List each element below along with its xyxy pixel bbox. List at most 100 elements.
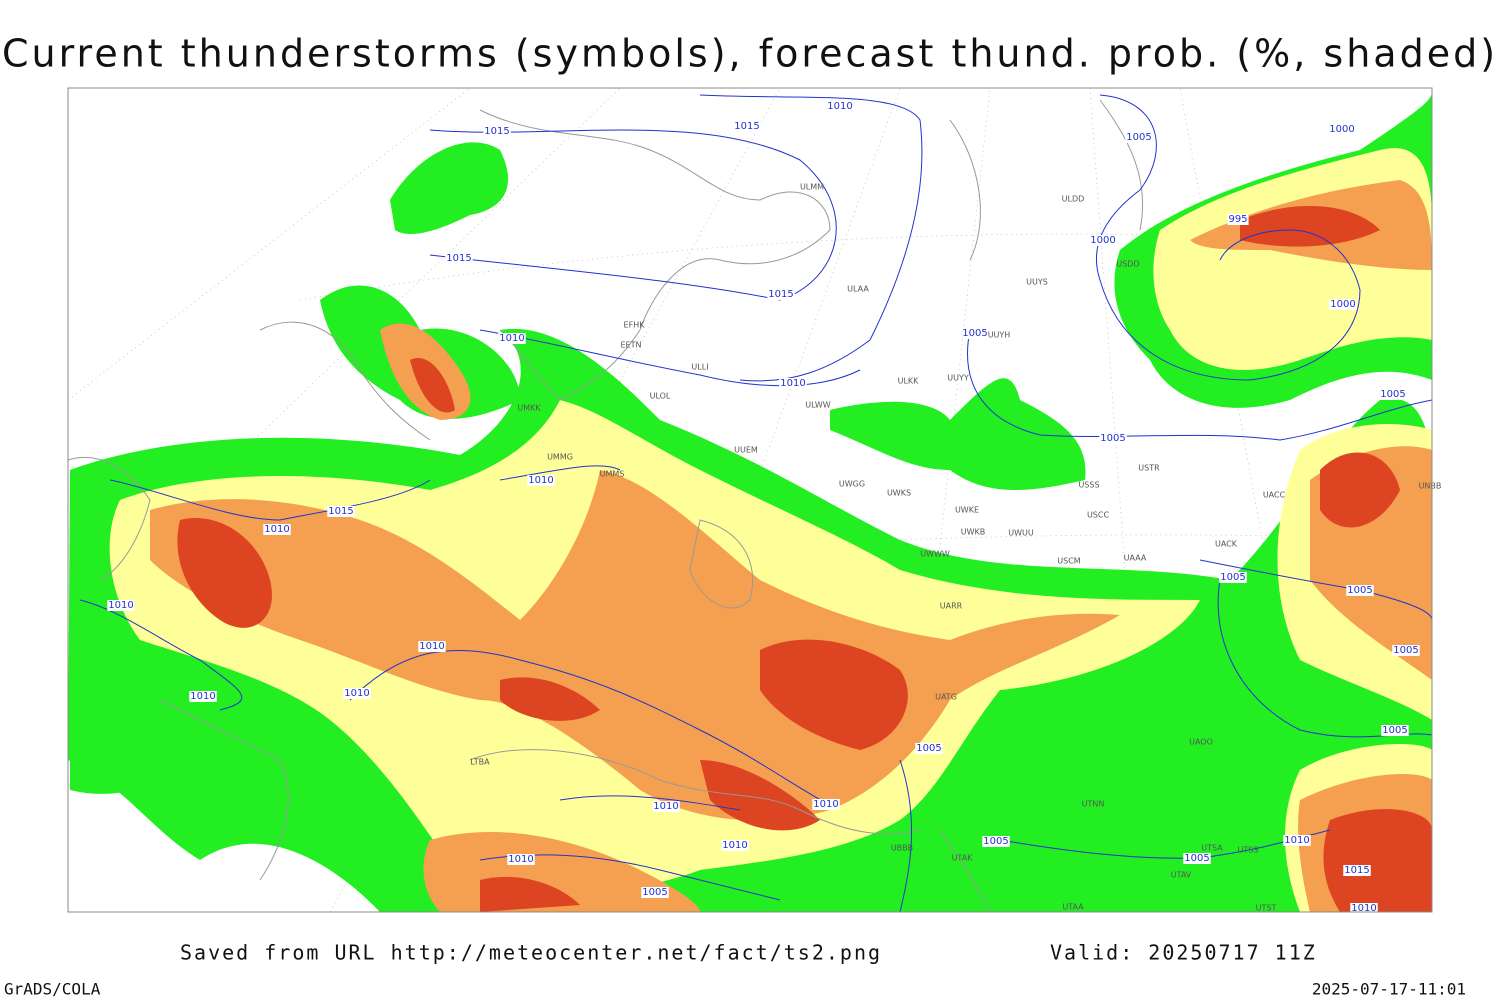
label-bg: [445, 253, 473, 264]
station-label: ULLI: [691, 363, 708, 372]
isobar-label: 1015: [1344, 865, 1369, 876]
station-label: ULWW: [805, 401, 830, 410]
label-bg: [915, 743, 943, 754]
station-label: UBBB: [891, 844, 913, 853]
label-bg: [1089, 235, 1117, 246]
label-bg: [1227, 214, 1249, 225]
station-label: USTR: [1138, 464, 1160, 473]
label-bg: [327, 506, 355, 517]
station-label: ULDD: [1062, 195, 1085, 204]
station-label: UWUU: [1008, 529, 1034, 538]
station-label: UTAK: [952, 854, 974, 863]
station-label: UUYY: [947, 374, 969, 383]
label-bg: [483, 126, 511, 137]
coastlines: [67, 99, 1144, 913]
station-label: UUEM: [734, 446, 758, 455]
label-bg: [779, 378, 807, 389]
valid-time: Valid: 20250717 11Z: [1050, 941, 1317, 965]
isobar-labels: 1015 1015 1010 1005 1000 995 1000 1015 1015 1005 1…: [107, 101, 1420, 914]
isobar-label: 1005: [1382, 725, 1407, 736]
station-label: EFHK: [624, 321, 646, 330]
station-label: LTBA: [470, 758, 490, 767]
label-bg: [812, 799, 840, 810]
station-label: UUYS: [1026, 278, 1048, 287]
title: Current thunderstorms (symbols), forecas…: [2, 32, 1498, 76]
isobar-label: 1010: [1351, 903, 1376, 914]
station-label: ULAA: [847, 285, 869, 294]
station-label: UUYH: [988, 331, 1011, 340]
isobar-label: 1000: [1330, 299, 1355, 310]
isobar-label: 1005: [1220, 572, 1245, 583]
isobar-label: 1005: [1184, 853, 1209, 864]
label-bg: [767, 289, 795, 300]
label-bg: [1392, 645, 1420, 656]
label-bg: [721, 840, 749, 851]
station-label: UTSA: [1201, 844, 1223, 853]
station-label: UWKS: [887, 489, 911, 498]
isobar-label: 1000: [1090, 235, 1115, 246]
station-label: USCM: [1057, 557, 1081, 566]
label-bg: [1329, 299, 1357, 310]
isobar-label: 1005: [1347, 585, 1372, 596]
label-bg: [1350, 903, 1378, 914]
isobar-label: 1015: [484, 126, 509, 137]
label-bg: [1219, 572, 1247, 583]
station-label: UTAA: [1062, 903, 1084, 912]
label-bg: [1125, 132, 1153, 143]
station-label: UTAV: [1171, 871, 1192, 880]
isobar-label: 995: [1228, 214, 1247, 225]
isobar-label: 1010: [1284, 835, 1309, 846]
station-label: UWGG: [839, 480, 865, 489]
label-bg: [1379, 389, 1407, 400]
station-label: UAAA: [1124, 554, 1147, 563]
isobar-label: 1005: [642, 887, 667, 898]
label-bg: [527, 475, 555, 486]
station-label: UTSS: [1238, 846, 1259, 855]
station-label: ULKK: [898, 377, 920, 386]
isobar-label: 1010: [108, 600, 133, 611]
label-bg: [1183, 853, 1211, 864]
station-label: UWKE: [955, 506, 979, 515]
label-bg: [826, 101, 854, 112]
software: GrADS/COLA: [4, 980, 101, 999]
isobar-label: 1015: [328, 506, 353, 517]
shading-red: [177, 206, 1432, 912]
station-label: USSS: [1078, 481, 1099, 490]
source-url: Saved from URL http://meteocenter.net/fa…: [180, 941, 882, 965]
station-label: ULMM: [800, 183, 824, 192]
label-bg: [961, 328, 989, 339]
label-bg: [652, 801, 680, 812]
isobar-label: 1010: [813, 799, 838, 810]
station-label: UMKK: [517, 404, 541, 413]
isobar-label: 1015: [768, 289, 793, 300]
station-label: UMMG: [547, 453, 573, 462]
label-bg: [498, 333, 526, 344]
station-label: UATG: [935, 693, 957, 702]
isobar-label: 1015: [446, 253, 471, 264]
isobar-label: 1005: [962, 328, 987, 339]
isobar-label: 1010: [827, 101, 852, 112]
label-bg: [1328, 124, 1356, 135]
station-label: UWKB: [961, 528, 986, 537]
isobar-label: 1005: [1393, 645, 1418, 656]
isobar-label: 1010: [419, 641, 444, 652]
station-label: USDD: [1116, 260, 1139, 269]
timestamp: 2025-07-17-11:01: [1312, 980, 1466, 999]
label-bg: [982, 836, 1010, 847]
isobar-label: 1010: [264, 524, 289, 535]
station-label: ULOL: [650, 392, 671, 401]
isobar-label: 1005: [916, 743, 941, 754]
station-label: UNBB: [1419, 482, 1442, 491]
label-bg: [1099, 433, 1127, 444]
label-bg: [189, 691, 217, 702]
label-bg: [1346, 585, 1374, 596]
isobar-label: 1010: [190, 691, 215, 702]
isobar-label: 1005: [983, 836, 1008, 847]
station-label: UARR: [940, 602, 963, 611]
station-label: UTNN: [1082, 800, 1105, 809]
station-label: UWWW: [920, 550, 950, 559]
label-bg: [107, 600, 135, 611]
label-bg: [418, 641, 446, 652]
label-bg: [343, 688, 371, 699]
